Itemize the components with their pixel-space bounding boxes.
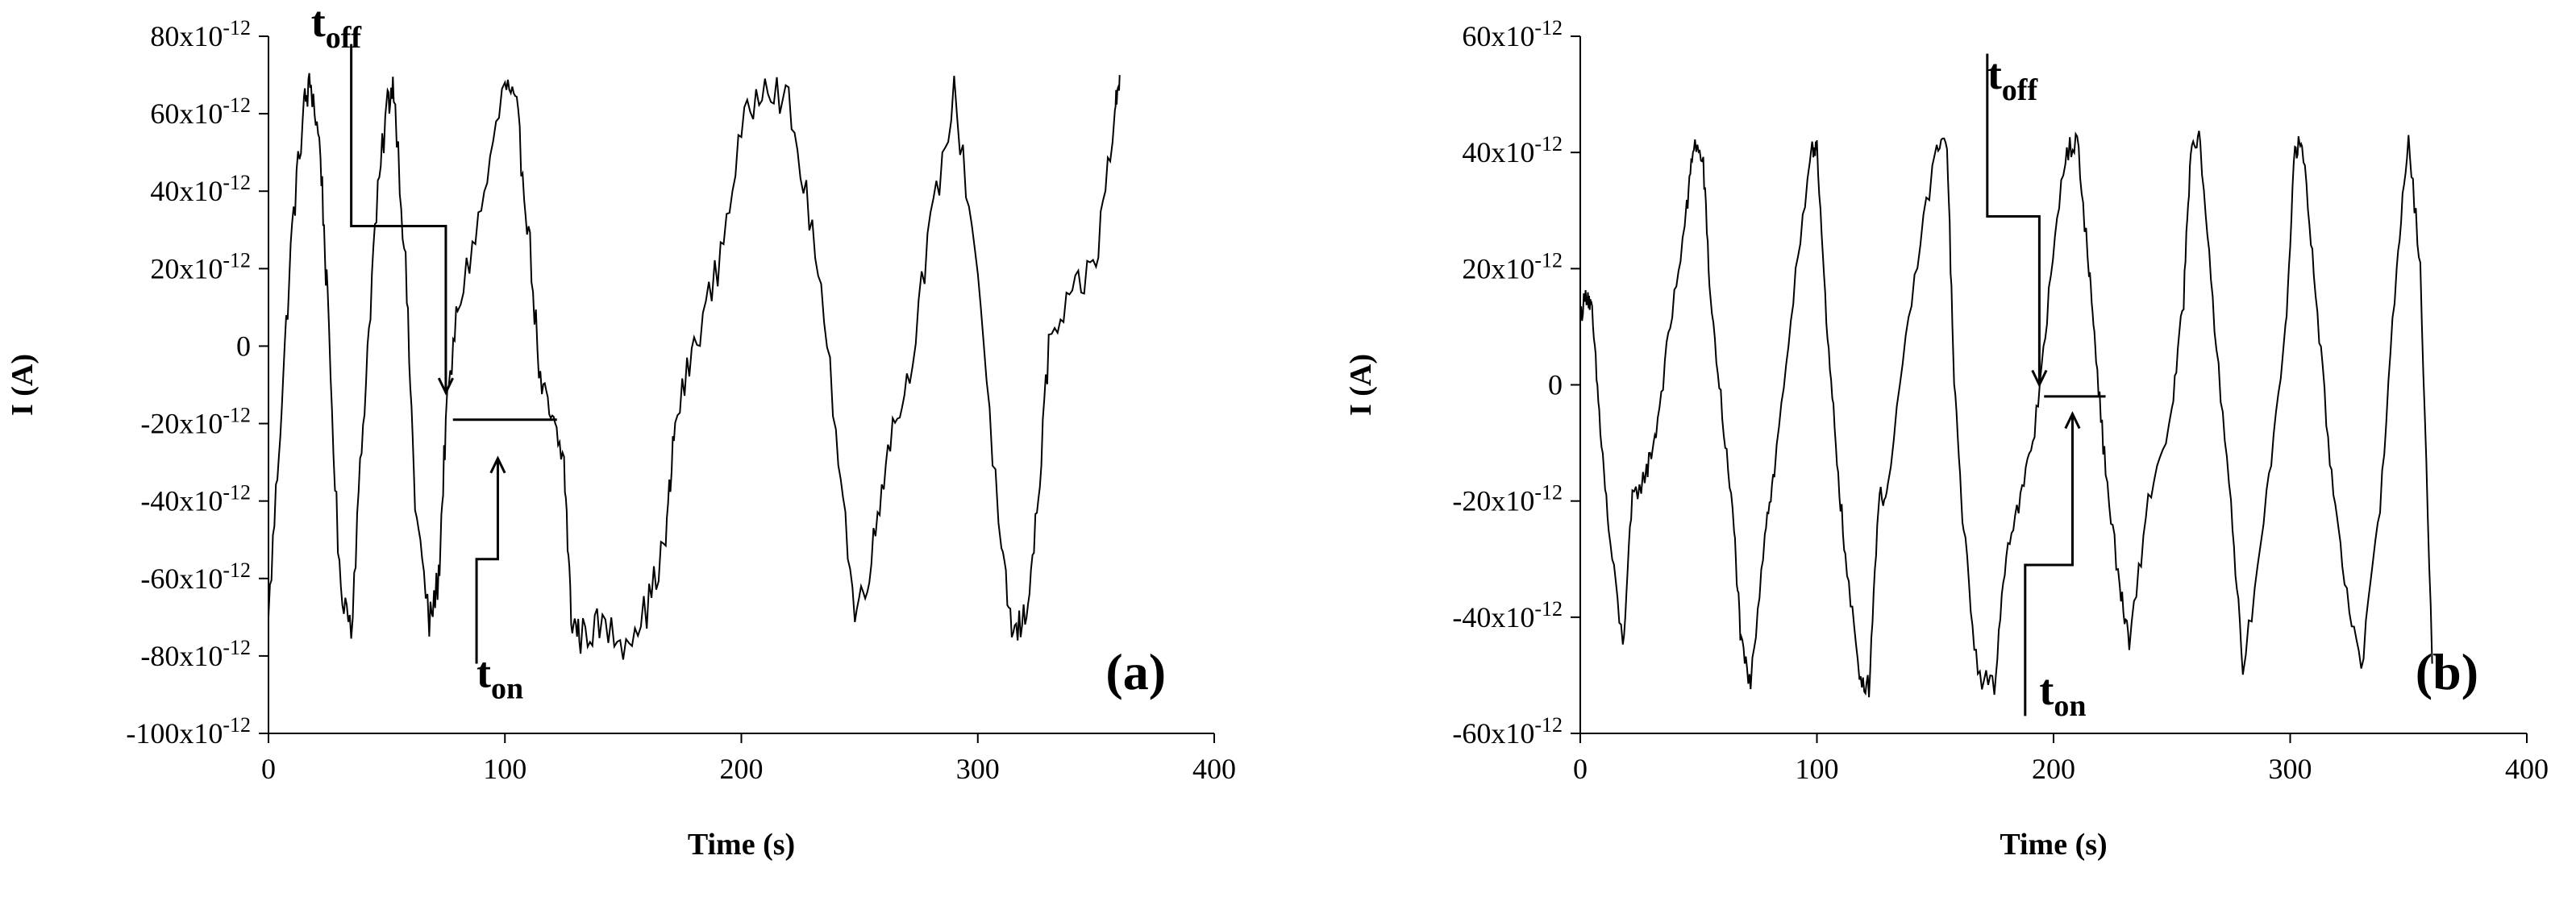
annotation-label-toff: toff [1987,50,2039,107]
x-tick-label: 200 [2032,753,2075,785]
y-tick-label: 40x10-12 [150,171,251,207]
x-tick-label: 300 [2269,753,2312,785]
x-axis-title: Time (s) [2000,828,2107,862]
y-tick-label: -100x10-12 [126,713,251,750]
annotation-label-toff: toff [311,0,363,55]
y-tick-label: 60x10-12 [150,93,251,130]
y-tick-label: -60x10-12 [1452,713,1563,750]
annotation-arrow-head [489,455,506,474]
annotation-arrow-line [350,44,447,393]
x-tick-label: 400 [2505,753,2549,785]
x-tick-label: 200 [720,753,764,785]
y-axis-title: I (A) [1344,354,1378,416]
y-axis-title: I (A) [6,354,40,416]
y-tick-label: -80x10-12 [140,636,251,672]
chart-panel-a: -100x10-12 -80x10-12 -60x10-12 -40x10-12 -20… [6,0,1236,862]
y-tick-label: 0 [236,330,251,362]
y-tick-label: 80x10-12 [150,16,251,52]
x-tick-label: 300 [956,753,1000,785]
x-tick-label: 100 [483,753,526,785]
data-series-line [1579,131,2433,698]
y-tick-label: -40x10-12 [1452,597,1563,633]
y-tick-label: -20x10-12 [1452,481,1563,517]
x-tick-label: 0 [1573,753,1588,785]
x-tick-label: 100 [1796,753,1839,785]
annotation-label-ton: ton [2039,666,2086,723]
annotation-arrow-line [1986,53,2041,385]
y-tick-label: -60x10-12 [140,559,251,595]
x-axis-title: Time (s) [688,828,795,862]
panel-label: (a) [1105,643,1166,700]
panel-label: (b) [2416,643,2478,700]
y-tick-label: 0 [1548,369,1563,401]
annotation-arrow-line [2024,413,2074,716]
annotation-label-ton: ton [476,648,523,705]
annotation-arrow-head [2031,369,2048,388]
data-series-line [268,73,1121,660]
annotation-arrow-head [2064,411,2081,430]
annotation-arrow-head [437,377,454,396]
annotation-arrow-line [475,458,499,664]
y-tick-label: 40x10-12 [1462,132,1563,168]
y-tick-label: 60x10-12 [1462,16,1563,52]
y-tick-label: 20x10-12 [1462,248,1563,284]
x-tick-label: 400 [1192,753,1236,785]
y-tick-label: 20x10-12 [150,248,251,284]
chart-panel-b: -60x10-12 -40x10-12 -20x10-12 0 20x10-12 40x1… [1344,16,2549,862]
y-tick-label: -20x10-12 [140,404,251,440]
y-tick-label: -40x10-12 [140,481,251,517]
x-tick-label: 0 [261,753,276,785]
